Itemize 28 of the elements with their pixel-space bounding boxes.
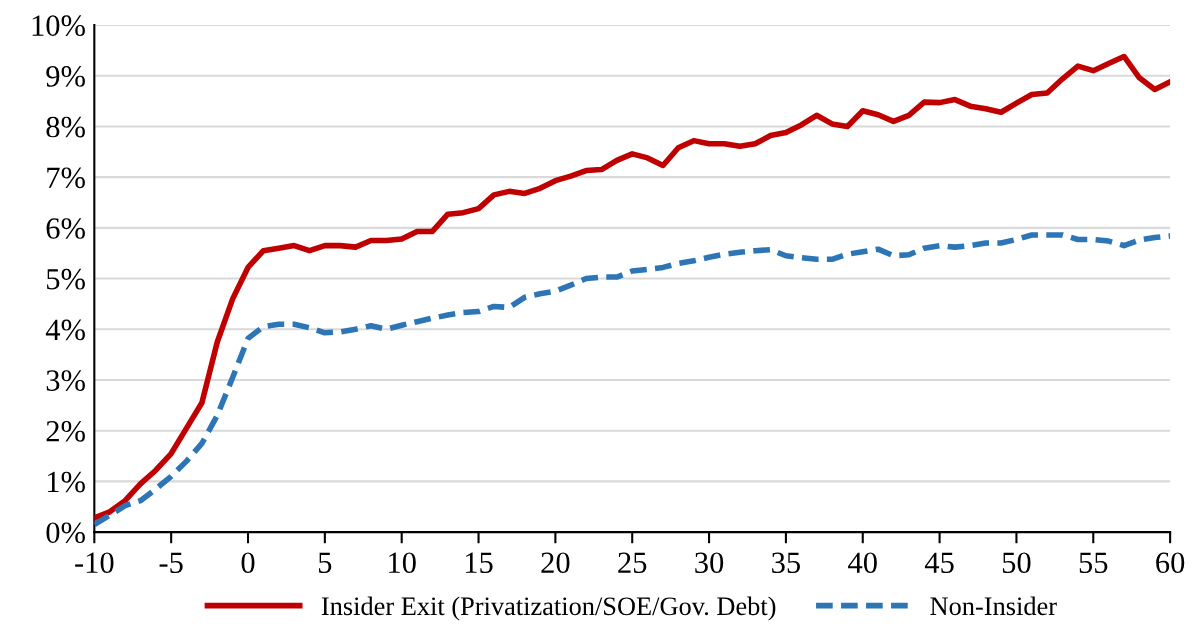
y-tick-label: 10% <box>32 15 85 37</box>
x-tick-label: 45 <box>924 552 954 574</box>
y-tick-label: 4% <box>45 319 85 341</box>
x-tick-label: 20 <box>541 552 570 574</box>
x-tick-label: 35 <box>772 552 800 574</box>
y-tick-label: 3% <box>46 370 85 391</box>
x-tick-label: 5 <box>318 552 332 574</box>
y-tick-label: 5% <box>47 268 85 290</box>
legend-label: Insider Exit (Privatization/SOE/Gov. Debt) <box>321 596 776 621</box>
x-tick-label: -5 <box>159 552 183 574</box>
x-tick-label: 10 <box>389 552 416 574</box>
x-tick-label: 50 <box>1002 552 1031 574</box>
y-tick-label: 6% <box>46 218 85 239</box>
y-tick-label: 1% <box>47 471 85 493</box>
x-tick-label: 55 <box>1079 552 1108 574</box>
y-tick-label: 7% <box>47 167 85 189</box>
x-tick-label: 30 <box>695 552 724 574</box>
x-tick-label: 0 <box>241 552 255 574</box>
legend-label: Non-Insider <box>930 596 1057 616</box>
x-tick-label: 40 <box>848 552 877 574</box>
x-tick-label: -10 <box>75 552 114 574</box>
x-tick-label: 60 <box>1156 552 1185 574</box>
y-tick-label: 0% <box>46 522 85 544</box>
x-tick-label: 25 <box>618 552 647 574</box>
x-tick-label: 15 <box>465 552 493 574</box>
y-tick-label: 9% <box>46 66 85 87</box>
y-tick-label: 2% <box>46 420 85 442</box>
y-tick-label: 8% <box>46 116 85 138</box>
